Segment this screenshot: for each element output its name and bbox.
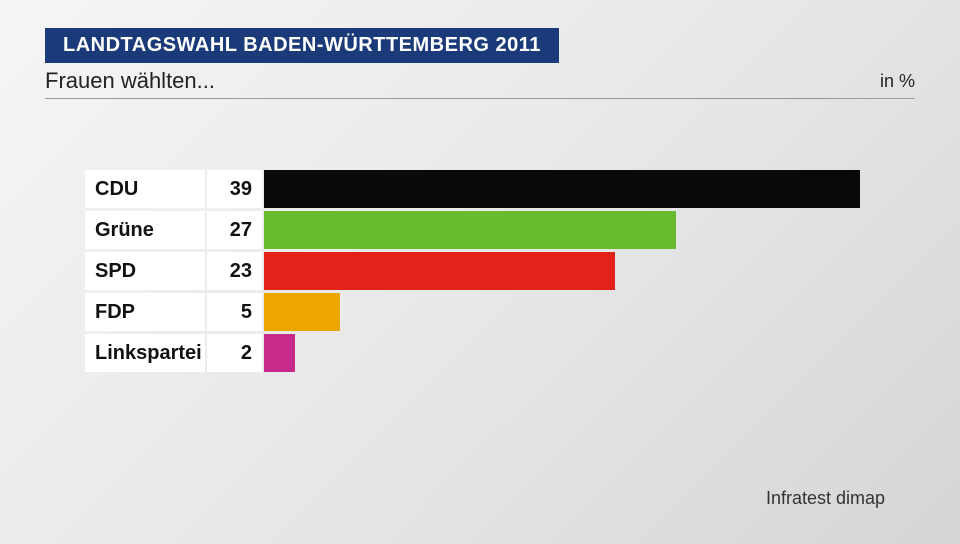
source-label: Infratest dimap bbox=[766, 488, 885, 509]
bar-fill bbox=[264, 334, 295, 372]
bar-value: 2 bbox=[207, 334, 262, 372]
bar-row: SPD 23 bbox=[85, 252, 875, 290]
bar-track bbox=[264, 252, 875, 290]
bar-fill bbox=[264, 211, 676, 249]
banner-title: LANDTAGSWAHL BADEN-WÜRTTEMBERG 2011 bbox=[63, 34, 541, 56]
bar-row: Linkspartei 2 bbox=[85, 334, 875, 372]
bar-fill bbox=[264, 293, 340, 331]
bar-label: Linkspartei bbox=[85, 334, 205, 372]
subtitle-row: Frauen wählten... in % bbox=[45, 68, 915, 99]
bar-track bbox=[264, 211, 875, 249]
bar-row: FDP 5 bbox=[85, 293, 875, 331]
bar-value: 23 bbox=[207, 252, 262, 290]
bar-label: SPD bbox=[85, 252, 205, 290]
subtitle: Frauen wählten... bbox=[45, 68, 215, 94]
bar-value: 39 bbox=[207, 170, 262, 208]
bar-row: Grüne 27 bbox=[85, 211, 875, 249]
bar-track bbox=[264, 170, 875, 208]
bar-label: FDP bbox=[85, 293, 205, 331]
bar-label: Grüne bbox=[85, 211, 205, 249]
bar-track bbox=[264, 293, 875, 331]
header-banner: LANDTAGSWAHL BADEN-WÜRTTEMBERG 2011 bbox=[45, 28, 559, 63]
unit-label: in % bbox=[880, 71, 915, 92]
bar-fill bbox=[264, 170, 860, 208]
bar-track bbox=[264, 334, 875, 372]
chart-area: CDU 39 Grüne 27 SPD 23 FDP 5 Linkspartei… bbox=[85, 170, 875, 375]
bar-value: 27 bbox=[207, 211, 262, 249]
bar-value: 5 bbox=[207, 293, 262, 331]
bar-label: CDU bbox=[85, 170, 205, 208]
bar-row: CDU 39 bbox=[85, 170, 875, 208]
bar-fill bbox=[264, 252, 615, 290]
